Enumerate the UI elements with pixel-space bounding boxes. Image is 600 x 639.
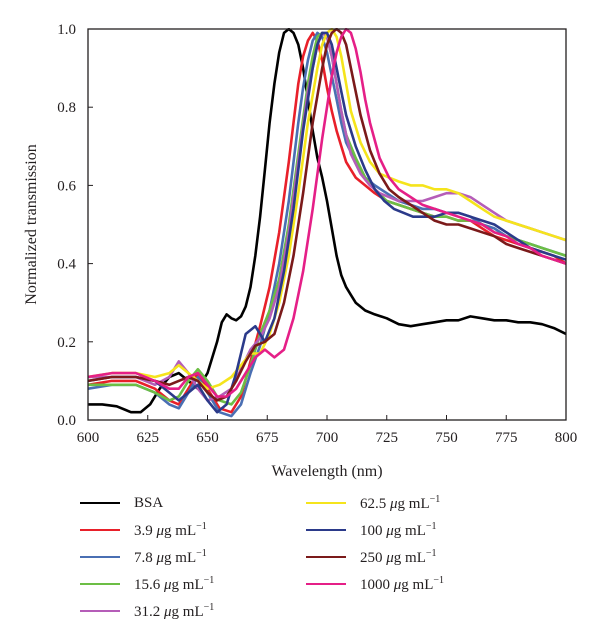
x-axis-title: Wavelength (nm) (271, 463, 382, 480)
legend-swatch (80, 583, 120, 585)
y-axis-title: Normalized transmission (23, 144, 40, 304)
y-tick-label: 0.0 (57, 413, 76, 429)
transmission-chart: 600 625 650 675 700 725 750 775 800 0.0 0.2 0.4 0.6 0… (23, 22, 577, 480)
x-tick-label: 625 (137, 430, 160, 446)
legend-swatch (80, 502, 120, 504)
legend-item: 15.6 μg mL−1 (80, 573, 214, 595)
x-tick-label: 700 (316, 430, 339, 446)
legend-item: 100 μg mL−1 (306, 519, 437, 541)
legend-label: 3.9 μg mL−1 (134, 520, 207, 539)
series-line-7 (88, 28, 566, 402)
legend-swatch (306, 529, 346, 531)
series-line-6 (88, 31, 566, 414)
series-line-8 (88, 28, 566, 398)
x-tick-label: 725 (376, 430, 399, 446)
legend-item: 7.8 μg mL−1 (80, 546, 207, 568)
ticks-layer: 600 625 650 675 700 725 750 775 800 0.0 0.2 0.4 0.6 0… (57, 22, 577, 446)
legend: BSA 3.9 μg mL−1 7.8 μg mL−1 15.6 μg mL−1 31.… (80, 492, 520, 632)
legend-swatch (306, 556, 346, 558)
series-layer (88, 28, 566, 418)
x-tick-label: 650 (196, 430, 219, 446)
series-line-1 (88, 31, 566, 414)
legend-swatch (306, 583, 346, 585)
legend-item: 250 μg mL−1 (306, 546, 437, 568)
legend-swatch (80, 610, 120, 612)
y-tick-label: 1.0 (57, 22, 76, 38)
y-tick-label: 0.6 (57, 178, 76, 194)
legend-label: 62.5 μg mL−1 (360, 493, 441, 512)
legend-item: BSA (80, 492, 163, 514)
legend-label: 15.6 μg mL−1 (134, 574, 215, 593)
legend-item: 1000 μg mL−1 (306, 573, 444, 595)
legend-swatch (306, 502, 346, 504)
legend-label: 7.8 μg mL−1 (134, 547, 207, 566)
legend-swatch (80, 529, 120, 531)
x-tick-label: 600 (77, 430, 100, 446)
legend-label: 31.2 μg mL−1 (134, 601, 215, 620)
legend-swatch (80, 556, 120, 558)
legend-label: BSA (134, 494, 164, 511)
x-tick-label: 675 (256, 430, 279, 446)
y-tick-label: 0.2 (57, 335, 76, 351)
legend-item: 3.9 μg mL−1 (80, 519, 207, 541)
legend-item: 62.5 μg mL−1 (306, 492, 440, 514)
legend-label: 1000 μg mL−1 (360, 574, 445, 593)
legend-item: 31.2 μg mL−1 (80, 600, 214, 622)
x-tick-label: 775 (495, 430, 518, 446)
x-tick-label: 750 (435, 430, 458, 446)
legend-label: 100 μg mL−1 (360, 520, 437, 539)
x-tick-label: 800 (555, 430, 578, 446)
legend-label: 250 μg mL−1 (360, 547, 437, 566)
y-tick-label: 0.8 (57, 100, 76, 116)
y-tick-label: 0.4 (57, 257, 76, 273)
